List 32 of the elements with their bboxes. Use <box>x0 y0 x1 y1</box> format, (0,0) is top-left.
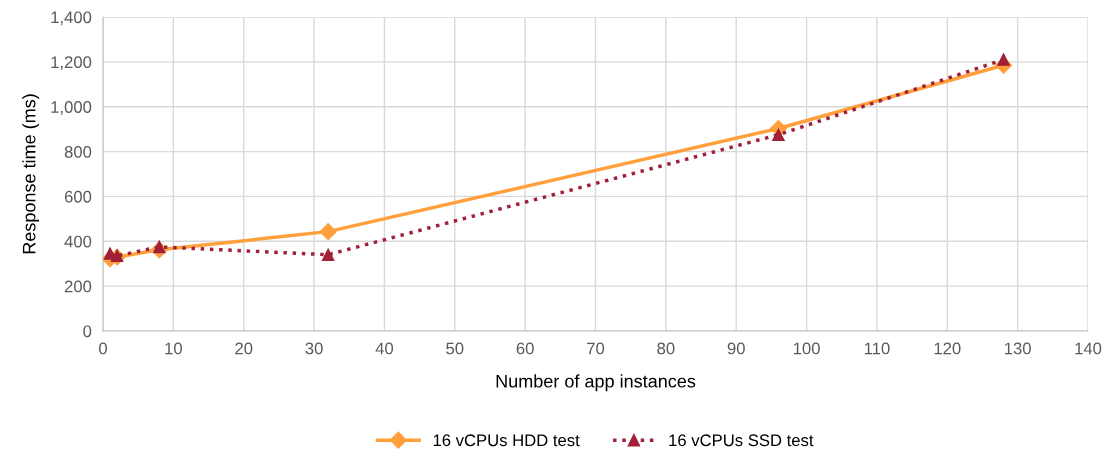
point <box>997 53 1010 66</box>
y-tick-label: 600 <box>64 190 92 203</box>
point <box>321 248 335 261</box>
legend-label: 16 vCPUs SSD test <box>669 434 814 447</box>
x-tick-label: 10 <box>165 342 182 355</box>
x-tick-label: 120 <box>934 342 961 355</box>
x-tick-label: 20 <box>235 342 253 355</box>
point <box>153 240 166 254</box>
legend-label: 16 vCPUs HDD test <box>433 434 580 447</box>
x-tick-label: 110 <box>864 342 890 355</box>
y-tick-label: 1,200 <box>51 56 92 71</box>
x-axis-title: Number of app instances <box>496 374 696 392</box>
point <box>772 128 785 142</box>
x-tick-label: 40 <box>375 342 394 355</box>
x-tick-label: 60 <box>516 342 534 355</box>
y-axis-title: Response time (ms) <box>22 94 40 254</box>
y-tick-label: 200 <box>64 280 92 293</box>
x-tick-label: 50 <box>446 342 464 355</box>
y-tick-label: 0 <box>83 325 92 338</box>
x-tick-label: 80 <box>657 342 675 355</box>
x-tick-label: 140 <box>1075 342 1102 355</box>
x-tick-label: 70 <box>587 342 605 355</box>
x-tick-label: 130 <box>1005 342 1031 355</box>
x-tick-label: 100 <box>793 342 820 355</box>
point <box>319 223 337 241</box>
x-tick-label: 0 <box>99 342 107 355</box>
x-tick-label: 90 <box>727 342 745 355</box>
y-tick-label: 800 <box>64 145 92 158</box>
y-tick-label: 1,000 <box>51 101 92 115</box>
x-tick-label: 30 <box>305 342 323 355</box>
y-tick-label: 400 <box>64 235 92 248</box>
y-tick-label: 1,400 <box>51 11 92 26</box>
